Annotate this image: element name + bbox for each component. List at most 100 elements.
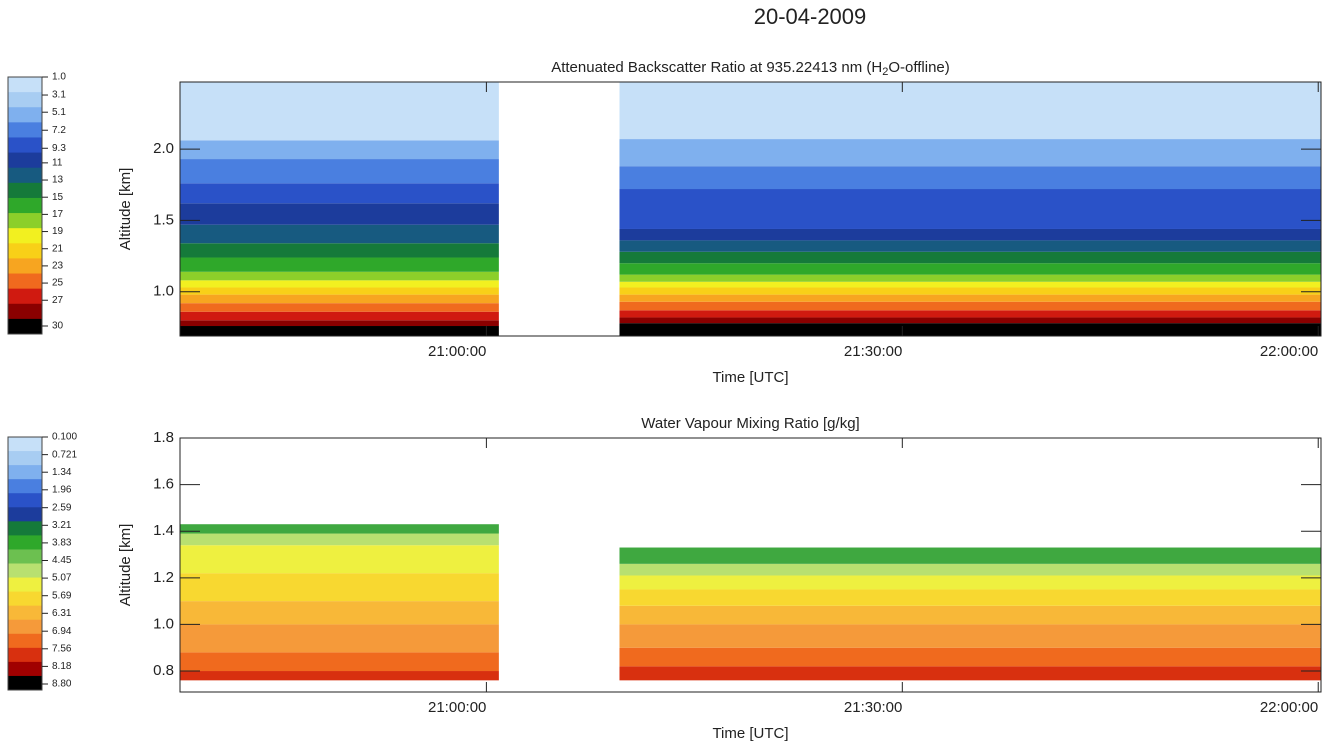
colorbar-cell	[8, 605, 42, 621]
colorbar-cell	[8, 661, 42, 677]
colorbar-cell	[8, 633, 42, 649]
colorbar-label: 1.34	[52, 467, 72, 478]
figure-title: 20-04-2009	[754, 4, 867, 29]
heatmap-band	[619, 666, 1321, 681]
colorbar-cell	[8, 465, 42, 480]
colorbar-cell	[8, 318, 42, 335]
colorbar-cell	[8, 107, 42, 123]
colorbar-label: 7.56	[52, 643, 72, 654]
heatmap-band	[180, 280, 499, 288]
heatmap-band	[180, 601, 499, 625]
colorbar-cell	[8, 535, 42, 550]
colorbar-label: 11	[52, 158, 63, 169]
colorbar-cell	[8, 549, 42, 564]
panel-title: Attenuated Backscatter Ratio at 935.2241…	[551, 59, 950, 78]
colorbar-cell	[8, 182, 42, 199]
colorbar-label: 7.2	[52, 125, 66, 136]
colorbar-label: 5.69	[52, 590, 72, 601]
colorbar-label: 13	[52, 175, 64, 186]
heatmap-band	[180, 671, 499, 681]
heatmap-band	[619, 589, 1321, 606]
colorbar-label: 3.21	[52, 520, 72, 531]
colorbar-cell	[8, 137, 42, 154]
heatmap-band	[619, 251, 1321, 264]
colorbar-label: 15	[52, 192, 64, 203]
colorbar-label: 19	[52, 226, 64, 237]
axes-frame	[179, 437, 1322, 693]
colorbar-cell	[8, 273, 42, 290]
y-tick-label: 1.0	[153, 283, 174, 300]
heatmap-band	[619, 323, 1321, 336]
heatmap-band	[180, 326, 499, 336]
heatmap-band	[180, 159, 499, 184]
heatmap-band	[180, 243, 499, 258]
colorbar-label: 9.3	[52, 143, 66, 154]
colorbar-label: 3.1	[52, 90, 66, 101]
heatmap-band	[619, 287, 1321, 295]
axes-frame	[179, 81, 1322, 337]
colorbar-label: 6.94	[52, 626, 72, 637]
heatmap-band	[180, 294, 499, 304]
colorbar-cell	[8, 437, 42, 452]
heatmap-band	[619, 189, 1321, 229]
heatmap-band	[619, 166, 1321, 190]
colorbar-cell	[8, 563, 42, 579]
panel-title: Water Vapour Mixing Ratio [g/kg]	[641, 415, 859, 432]
heatmap-band	[619, 301, 1321, 311]
heatmap-band	[619, 547, 1321, 564]
colorbar-label: 21	[52, 243, 64, 254]
heatmap-band	[180, 271, 499, 281]
colorbar-cell	[8, 213, 42, 229]
x-axis-label: Time [UTC]	[712, 369, 788, 386]
heatmap-band	[180, 652, 499, 672]
colorbar-label: 8.18	[52, 661, 72, 672]
colorbar-cell	[8, 197, 42, 214]
colorbar-cell	[8, 493, 42, 508]
colorbar-label: 30	[52, 321, 64, 332]
colorbar-label: 1.0	[52, 72, 66, 83]
colorbar-cell	[8, 591, 42, 607]
heatmap-band	[180, 311, 499, 321]
colorbar-label: 23	[52, 261, 64, 272]
x-tick-label: 22:00:00	[1260, 699, 1318, 716]
x-tick-label: 21:00:00	[428, 699, 486, 716]
x-tick-label: 22:00:00	[1260, 343, 1318, 360]
colorbar-label: 25	[52, 278, 64, 289]
colorbar-label: 27	[52, 295, 64, 306]
heatmap-band	[180, 624, 499, 653]
colorbar-cell	[8, 619, 42, 635]
heatmap-band	[180, 573, 499, 602]
x-axis-label: Time [UTC]	[712, 725, 788, 742]
colorbar-frame	[7, 436, 43, 691]
y-tick-label: 1.5	[153, 211, 174, 228]
heatmap-band	[619, 281, 1321, 288]
heatmap-band	[619, 605, 1321, 625]
colorbar-cell	[8, 647, 42, 663]
y-tick-label: 0.8	[153, 662, 174, 679]
heatmap-band	[619, 575, 1321, 590]
colorbar-label: 5.07	[52, 573, 72, 584]
colorbar-cell	[8, 122, 42, 138]
title-part: Attenuated Backscatter Ratio at 935.2241…	[551, 59, 882, 76]
title-part: O-offline)	[888, 59, 949, 76]
colorbar-label: 17	[52, 209, 64, 220]
x-tick-label: 21:30:00	[844, 699, 902, 716]
colorbar-label: 5.1	[52, 107, 66, 118]
y-tick-label: 2.0	[153, 140, 174, 157]
y-axis-label: Altitude [km]	[117, 168, 134, 251]
heatmap-band	[619, 294, 1321, 302]
colorbar-cell	[8, 303, 42, 320]
heatmap-band	[180, 303, 499, 312]
colorbar-label: 0.100	[52, 432, 77, 443]
heatmap-band	[619, 647, 1321, 667]
y-tick-label: 1.2	[153, 569, 174, 586]
colorbar-cell	[8, 479, 42, 494]
colorbar-cell	[8, 258, 42, 275]
colorbar-cell	[8, 77, 42, 93]
heatmap-band	[180, 203, 499, 225]
heatmap-band	[619, 317, 1321, 324]
heatmap-band	[619, 139, 1321, 167]
colorbar-cell	[8, 577, 42, 593]
colorbar-cell	[8, 507, 42, 522]
